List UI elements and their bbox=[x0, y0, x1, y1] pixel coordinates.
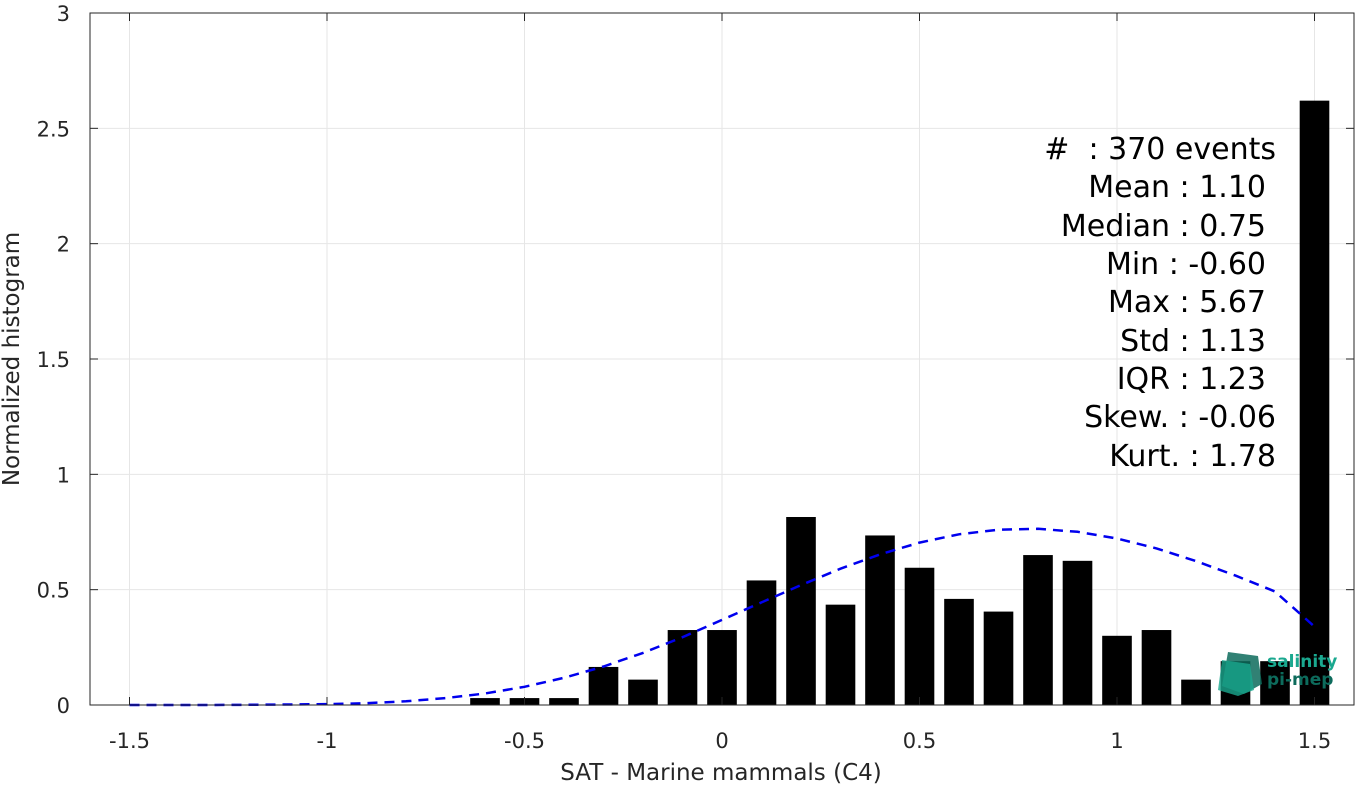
histogram-bar bbox=[746, 580, 777, 705]
y-tick-label: 2 bbox=[57, 233, 70, 257]
x-tick-label: -1.5 bbox=[109, 729, 150, 753]
stat-median: Median : 0.75 bbox=[1061, 209, 1266, 244]
histogram-bar bbox=[786, 517, 816, 705]
grid-lines bbox=[90, 12, 1354, 706]
histogram-bar bbox=[1102, 635, 1132, 705]
logo-text-salinity: salinity bbox=[1267, 652, 1337, 672]
axes bbox=[89, 12, 1355, 706]
logo-text-pimep: pi-mep bbox=[1267, 670, 1333, 690]
statistics-box: # : 370 events Mean : 1.10 Median : 0.75… bbox=[1044, 132, 1276, 474]
y-tick-label: 1 bbox=[57, 463, 70, 487]
y-tick-label: 3 bbox=[57, 2, 70, 26]
histogram-bar bbox=[1299, 100, 1330, 706]
stat-max: Max : 5.67 bbox=[1108, 285, 1266, 320]
histogram-bar bbox=[588, 666, 619, 705]
histogram-bar bbox=[628, 679, 658, 705]
histogram-bar bbox=[1141, 630, 1172, 705]
y-tick-label: 0 bbox=[57, 694, 70, 718]
stat-events: # : 370 events bbox=[1044, 132, 1276, 167]
histogram-bar bbox=[944, 598, 974, 705]
histogram-bar bbox=[549, 698, 579, 705]
tick-labels: -1.5 -1 -0.5 0 0.5 1 1.5 0 0.5 1 1.5 2 2.5 3 bbox=[37, 2, 1332, 753]
y-tick-label: 1.5 bbox=[37, 348, 70, 372]
histogram-bar bbox=[1181, 679, 1211, 705]
histogram-bar bbox=[1023, 555, 1053, 705]
stat-skew: Skew. : -0.06 bbox=[1084, 400, 1276, 435]
salinity-pimep-logo: salinity pi-mep bbox=[1218, 652, 1337, 696]
x-axis-title: SAT - Marine mammals (C4) bbox=[560, 760, 882, 785]
logo-mark-front bbox=[1218, 660, 1254, 696]
y-axis-title: Normalized histogram bbox=[0, 232, 25, 486]
stat-min: Min : -0.60 bbox=[1106, 247, 1266, 282]
histogram-bar bbox=[1260, 661, 1290, 705]
x-tick-label: 0 bbox=[715, 729, 728, 753]
histogram-bar bbox=[1062, 560, 1093, 705]
histogram-bar bbox=[470, 698, 500, 705]
histogram-bars bbox=[470, 100, 1330, 706]
x-tick-label: 1.5 bbox=[1298, 729, 1331, 753]
y-tick-label: 0.5 bbox=[37, 579, 70, 603]
x-tick-label: -1 bbox=[317, 729, 338, 753]
histogram-bar bbox=[904, 567, 935, 705]
stat-std: Std : 1.13 bbox=[1120, 324, 1266, 359]
y-tick-label: 2.5 bbox=[37, 117, 70, 141]
histogram-bar bbox=[825, 604, 856, 705]
histogram-bar bbox=[667, 630, 698, 705]
x-tick-label: 0.5 bbox=[903, 729, 936, 753]
x-tick-label: -0.5 bbox=[504, 729, 545, 753]
stat-iqr: IQR : 1.23 bbox=[1117, 362, 1266, 397]
stat-kurt: Kurt. : 1.78 bbox=[1109, 439, 1276, 474]
x-tick-label: 1 bbox=[1110, 729, 1123, 753]
stat-mean: Mean : 1.10 bbox=[1088, 170, 1266, 205]
histogram-bar bbox=[707, 630, 737, 705]
histogram-bar bbox=[983, 611, 1014, 705]
histogram-bar bbox=[865, 535, 895, 705]
